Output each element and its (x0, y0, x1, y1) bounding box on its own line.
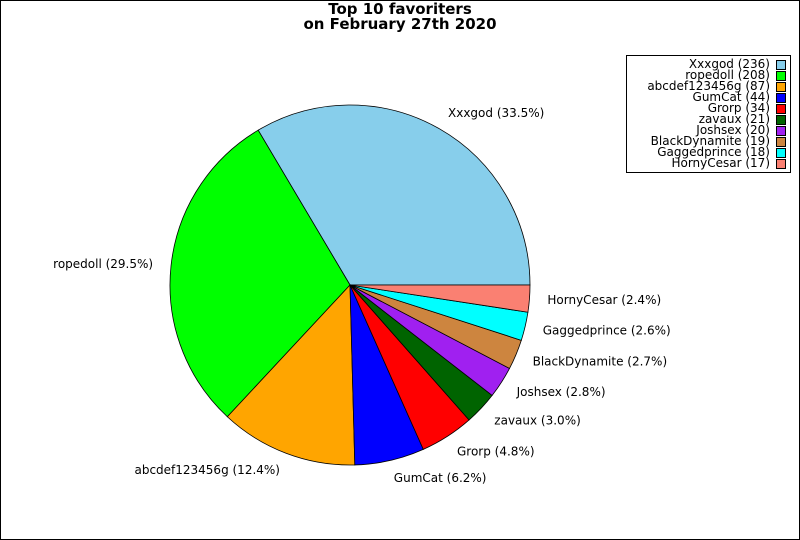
legend-item-joshsex: Joshsex (20) (696, 123, 786, 137)
legend-item-abcdef123456g: abcdef123456g (87) (647, 79, 786, 93)
legend-label: HornyCesar (17) (671, 156, 770, 170)
legend-swatch (776, 81, 786, 92)
slice-label-ropedoll: ropedoll (29.5%) (53, 257, 153, 271)
legend: Xxxgod (236) ropedoll (208) abcdef123456g … (626, 55, 791, 173)
pie-slice-ropedoll (169, 129, 351, 418)
slice-label-gaggedprince: Gaggedprince (2.6%) (543, 324, 671, 338)
legend-label: abcdef123456g (87) (647, 79, 770, 93)
legend-swatch (776, 114, 786, 125)
legend-label: zavaux (21) (698, 112, 770, 126)
pie-slice-abcdef123456g (226, 284, 356, 466)
legend-swatch (776, 92, 786, 103)
slice-label-grorp: Grorp (4.8%) (457, 445, 535, 459)
chart-title: Top 10 favoriters on February 27th 2020 (0, 2, 800, 32)
pie-slice-xxxgod (257, 104, 531, 286)
slice-label-hornycesar: HornyCesar (2.4%) (547, 293, 661, 307)
slice-label-zavaux: zavaux (3.0%) (494, 414, 580, 428)
slice-label-abcdef123456g: abcdef123456g (12.4%) (134, 463, 280, 477)
legend-label: GumCat (44) (692, 90, 770, 104)
legend-label: Xxxgod (236) (688, 57, 770, 71)
legend-label: ropedoll (208) (685, 68, 770, 82)
pie-slice-hornycesar (349, 284, 531, 313)
legend-item-blackdynamite: BlackDynamite (19) (650, 134, 786, 148)
legend-swatch (776, 125, 786, 136)
legend-item-hornycesar: HornyCesar (17) (671, 156, 786, 170)
legend-swatch (776, 70, 786, 81)
slice-label-blackdynamite: BlackDynamite (2.7%) (533, 355, 668, 369)
legend-label: BlackDynamite (19) (650, 134, 770, 148)
legend-swatch (776, 147, 786, 158)
slice-label-xxxgod: Xxxgod (33.5%) (448, 106, 544, 120)
legend-item-ropedoll: ropedoll (208) (685, 68, 786, 82)
legend-label: Joshsex (20) (696, 123, 770, 137)
legend-label: Gaggedprince (18) (657, 145, 770, 159)
chart-title-line-2: on February 27th 2020 (303, 15, 497, 33)
legend-item-xxxgod: Xxxgod (236) (688, 57, 786, 71)
legend-item-gumcat: GumCat (44) (692, 90, 786, 104)
legend-swatch (776, 136, 786, 147)
legend-item-grorp: Grorp (34) (707, 101, 786, 115)
legend-item-gaggedprince: Gaggedprince (18) (657, 145, 786, 159)
legend-swatch (776, 103, 786, 114)
slice-label-joshsex: Joshsex (2.8%) (516, 385, 606, 399)
legend-item-zavaux: zavaux (21) (698, 112, 786, 126)
legend-swatch (776, 158, 786, 169)
slice-label-gumcat: GumCat (6.2%) (394, 471, 487, 485)
legend-label: Grorp (34) (707, 101, 770, 115)
chart-title-line-1: Top 10 favoriters (328, 0, 472, 18)
legend-swatch (776, 59, 786, 70)
